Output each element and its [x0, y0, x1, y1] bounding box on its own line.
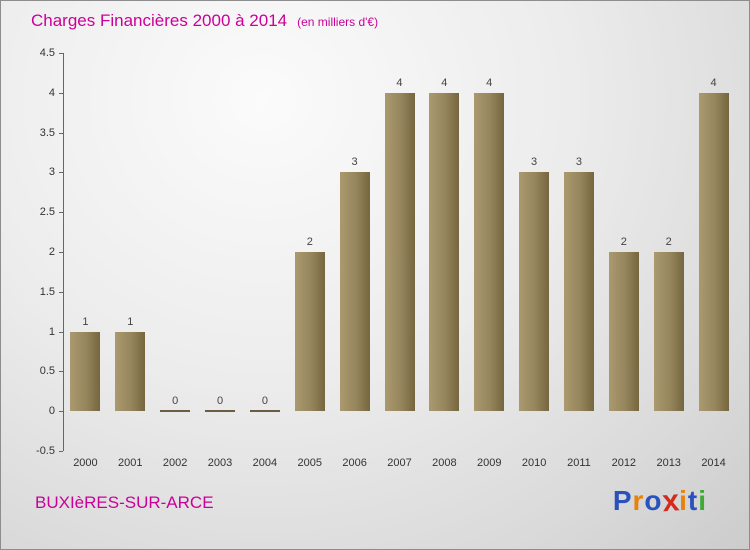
y-tick-label: 3 [48, 166, 55, 179]
y-tick-mark [59, 132, 63, 134]
bar-value-label: 2 [306, 236, 313, 248]
logo-letter: t [687, 485, 699, 516]
bar [519, 172, 550, 412]
bar-value-label: 3 [351, 156, 358, 169]
y-tick-mark [59, 212, 63, 214]
bar [608, 252, 639, 412]
bar [339, 172, 370, 412]
bar-value-label: 1 [82, 315, 89, 328]
bar-value-label: 4 [396, 76, 403, 89]
logo-letter: x [660, 483, 681, 518]
chart-header: Charges Financières 2000 à 2014 (en milli… [31, 11, 378, 31]
bar-value-label: 2 [665, 236, 672, 248]
bar [429, 92, 460, 412]
y-tick-label: 0.5 [39, 365, 55, 378]
y-tick-mark [59, 411, 63, 413]
x-tick-label: 2014 [701, 457, 726, 469]
chart-title: Charges Financières 2000 à 2014 [31, 11, 288, 30]
bar-value-label: 4 [486, 76, 493, 89]
bar [698, 92, 729, 412]
y-tick-label: 1.5 [39, 285, 55, 298]
bar [384, 92, 415, 412]
logo-letter: i [698, 485, 707, 516]
x-tick-label: 2003 [207, 457, 233, 469]
bar-value-label: 0 [261, 395, 268, 408]
x-tick-label: 2013 [656, 457, 681, 469]
bar [653, 252, 684, 412]
bar-value-label: 2 [620, 236, 627, 248]
x-tick-label: 2012 [611, 457, 637, 469]
logo-letter: o [644, 485, 663, 516]
x-tick-label: 2000 [73, 457, 98, 469]
bar-value-label: 3 [531, 156, 538, 169]
logo-letter: i [679, 485, 688, 516]
x-tick-label: 2005 [297, 457, 322, 469]
logo-letter: r [632, 485, 645, 516]
x-tick-label: 2008 [432, 457, 457, 469]
y-tick-label: 1 [48, 325, 55, 338]
y-axis-line [63, 53, 64, 451]
bar [205, 410, 236, 413]
plot-area: 4.5 4 3.5 3 2.5 2 1.5 1 0.5 0 -0.5 1 2000 1 2001 0 2002 0… [36, 47, 736, 469]
y-tick-mark [59, 92, 63, 94]
proxiti-logo[interactable]: Proxiti [612, 483, 707, 518]
location-label: BUXIèRES-SUR-ARCE [35, 493, 214, 512]
bar [70, 331, 101, 412]
y-tick-label: -0.5 [36, 445, 55, 457]
x-tick-label: 2009 [476, 457, 502, 469]
bar [160, 410, 191, 413]
x-tick-label: 2004 [252, 457, 278, 469]
y-tick-label: 4 [48, 86, 55, 99]
x-tick-label: 2001 [118, 457, 143, 469]
y-tick-mark [59, 331, 63, 333]
bar-value-label: 4 [441, 76, 448, 89]
x-tick-label: 2006 [342, 457, 367, 469]
y-tick-mark [59, 291, 63, 293]
bar-value-label: 4 [710, 76, 717, 89]
y-tick-mark [59, 252, 63, 253]
bar-value-label: 1 [127, 315, 134, 328]
bar [249, 410, 280, 413]
x-tick-label: 2011 [567, 457, 591, 469]
y-tick-mark [59, 53, 63, 54]
bar [294, 252, 325, 412]
y-tick-label: 0 [48, 405, 55, 418]
y-tick-label: 2 [48, 246, 55, 258]
x-tick-label: 2002 [162, 457, 188, 469]
y-tick-label: 2.5 [39, 206, 55, 219]
y-tick-mark [59, 172, 63, 174]
logo-letter: P [612, 485, 633, 516]
bar [563, 172, 594, 412]
bar [474, 92, 505, 412]
chart-subtitle: (en milliers d'€) [297, 15, 379, 29]
x-tick-label: 2007 [387, 457, 412, 469]
y-tick-mark [59, 451, 63, 452]
y-tick-mark [59, 371, 63, 373]
bar-value-label: 3 [575, 156, 583, 169]
x-tick-label: 2010 [521, 457, 547, 469]
bar-value-label: 0 [216, 395, 224, 408]
bar-value-label: 0 [172, 395, 179, 408]
y-tick-label: 3.5 [39, 126, 55, 139]
y-tick-label: 4.5 [39, 47, 55, 59]
bar [115, 331, 146, 412]
